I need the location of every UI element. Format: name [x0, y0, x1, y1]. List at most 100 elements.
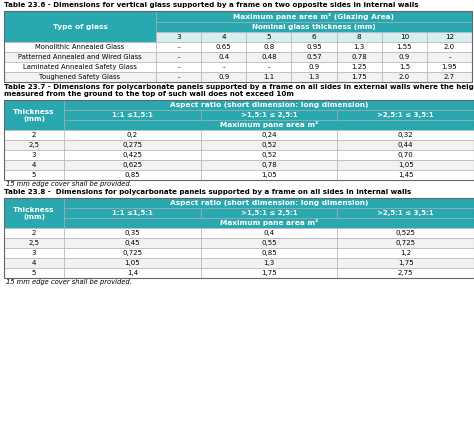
Bar — [64, 120, 474, 130]
Bar — [4, 170, 64, 180]
Text: 1.95: 1.95 — [442, 64, 457, 70]
Text: 1.75: 1.75 — [351, 74, 367, 80]
Bar — [4, 100, 64, 130]
Text: 0.57: 0.57 — [306, 54, 322, 60]
Text: 15 mm edge cover shall be provided.: 15 mm edge cover shall be provided. — [6, 181, 132, 187]
Bar — [427, 52, 472, 62]
Bar — [4, 11, 156, 42]
Text: 1,45: 1,45 — [398, 172, 413, 178]
Bar — [292, 42, 337, 52]
Bar — [337, 130, 474, 140]
Bar — [201, 160, 337, 170]
Bar — [427, 32, 472, 42]
Bar — [337, 248, 474, 258]
Text: 2,5: 2,5 — [28, 142, 39, 148]
Bar — [337, 160, 474, 170]
Bar — [64, 238, 201, 248]
Bar — [246, 52, 292, 62]
Text: -: - — [177, 44, 180, 50]
Text: 0.78: 0.78 — [351, 54, 367, 60]
Bar — [201, 52, 246, 62]
Bar — [4, 52, 156, 62]
Text: Nominal glass thickness (mm): Nominal glass thickness (mm) — [252, 24, 376, 30]
Bar — [4, 248, 64, 258]
Text: 1.3: 1.3 — [309, 74, 319, 80]
Bar — [337, 228, 474, 238]
Bar — [4, 140, 64, 150]
Text: 2,5: 2,5 — [28, 240, 39, 246]
Text: >2,5:1 ≤ 3,5:1: >2,5:1 ≤ 3,5:1 — [377, 112, 434, 118]
Text: Thickness
(mm): Thickness (mm) — [13, 206, 55, 219]
Bar — [382, 72, 427, 82]
Bar — [4, 198, 474, 278]
Bar — [201, 150, 337, 160]
Bar — [4, 62, 156, 72]
Bar — [201, 130, 337, 140]
Text: 0,52: 0,52 — [261, 152, 277, 158]
Bar — [64, 140, 201, 150]
Text: 1:1 ≤1,5:1: 1:1 ≤1,5:1 — [112, 112, 153, 118]
Bar — [156, 52, 201, 62]
Text: 1.25: 1.25 — [351, 64, 367, 70]
Text: 0.65: 0.65 — [216, 44, 231, 50]
Text: 0,425: 0,425 — [122, 152, 142, 158]
Text: 0,85: 0,85 — [261, 250, 277, 256]
Bar — [292, 32, 337, 42]
Bar — [64, 268, 201, 278]
Text: 0.48: 0.48 — [261, 54, 277, 60]
Text: 2.0: 2.0 — [444, 44, 455, 50]
Bar — [4, 258, 64, 268]
Text: >2,5:1 ≤ 3,5:1: >2,5:1 ≤ 3,5:1 — [377, 210, 434, 216]
Text: 15 mm edge cover shall be provided.: 15 mm edge cover shall be provided. — [6, 279, 132, 285]
Bar — [337, 72, 382, 82]
Bar — [156, 22, 472, 32]
Bar — [337, 62, 382, 72]
Text: Monolithic Annealed Glass: Monolithic Annealed Glass — [36, 44, 125, 50]
Text: 0,52: 0,52 — [261, 142, 277, 148]
Text: 0.8: 0.8 — [263, 44, 274, 50]
Text: 2: 2 — [32, 230, 36, 236]
Bar — [201, 62, 246, 72]
Text: 8: 8 — [357, 34, 362, 40]
Bar — [337, 258, 474, 268]
Bar — [4, 130, 64, 140]
Bar — [201, 72, 246, 82]
Text: Thickness
(mm): Thickness (mm) — [13, 108, 55, 122]
Bar — [427, 72, 472, 82]
Bar — [427, 62, 472, 72]
Bar — [156, 72, 201, 82]
Text: 0,32: 0,32 — [398, 132, 413, 138]
Bar — [201, 170, 337, 180]
Text: -: - — [448, 54, 451, 60]
Bar — [337, 110, 474, 120]
Text: 2,75: 2,75 — [398, 270, 413, 276]
Text: -: - — [177, 54, 180, 60]
Bar — [337, 208, 474, 218]
Bar — [64, 228, 201, 238]
Text: 1,05: 1,05 — [398, 162, 413, 168]
Bar — [337, 238, 474, 248]
Text: Maximum pane area m²: Maximum pane area m² — [220, 122, 318, 129]
Text: Table 23.7 - Dimensions for polycarbonate panels supported by a frame on all sid: Table 23.7 - Dimensions for polycarbonat… — [4, 84, 474, 90]
Bar — [156, 62, 201, 72]
Bar — [64, 258, 201, 268]
Bar — [156, 42, 201, 52]
Text: 1,75: 1,75 — [261, 270, 277, 276]
Text: 0,35: 0,35 — [125, 230, 140, 236]
Bar — [292, 52, 337, 62]
Bar — [4, 198, 64, 228]
Text: 0,85: 0,85 — [125, 172, 140, 178]
Bar — [64, 150, 201, 160]
Text: 0,78: 0,78 — [261, 162, 277, 168]
Bar — [64, 170, 201, 180]
Bar — [201, 238, 337, 248]
Bar — [427, 42, 472, 52]
Bar — [64, 198, 474, 208]
Bar — [246, 62, 292, 72]
Bar — [246, 72, 292, 82]
Bar — [4, 160, 64, 170]
Bar — [337, 268, 474, 278]
Text: 1,4: 1,4 — [127, 270, 138, 276]
Text: 2.0: 2.0 — [399, 74, 410, 80]
Bar — [201, 42, 246, 52]
